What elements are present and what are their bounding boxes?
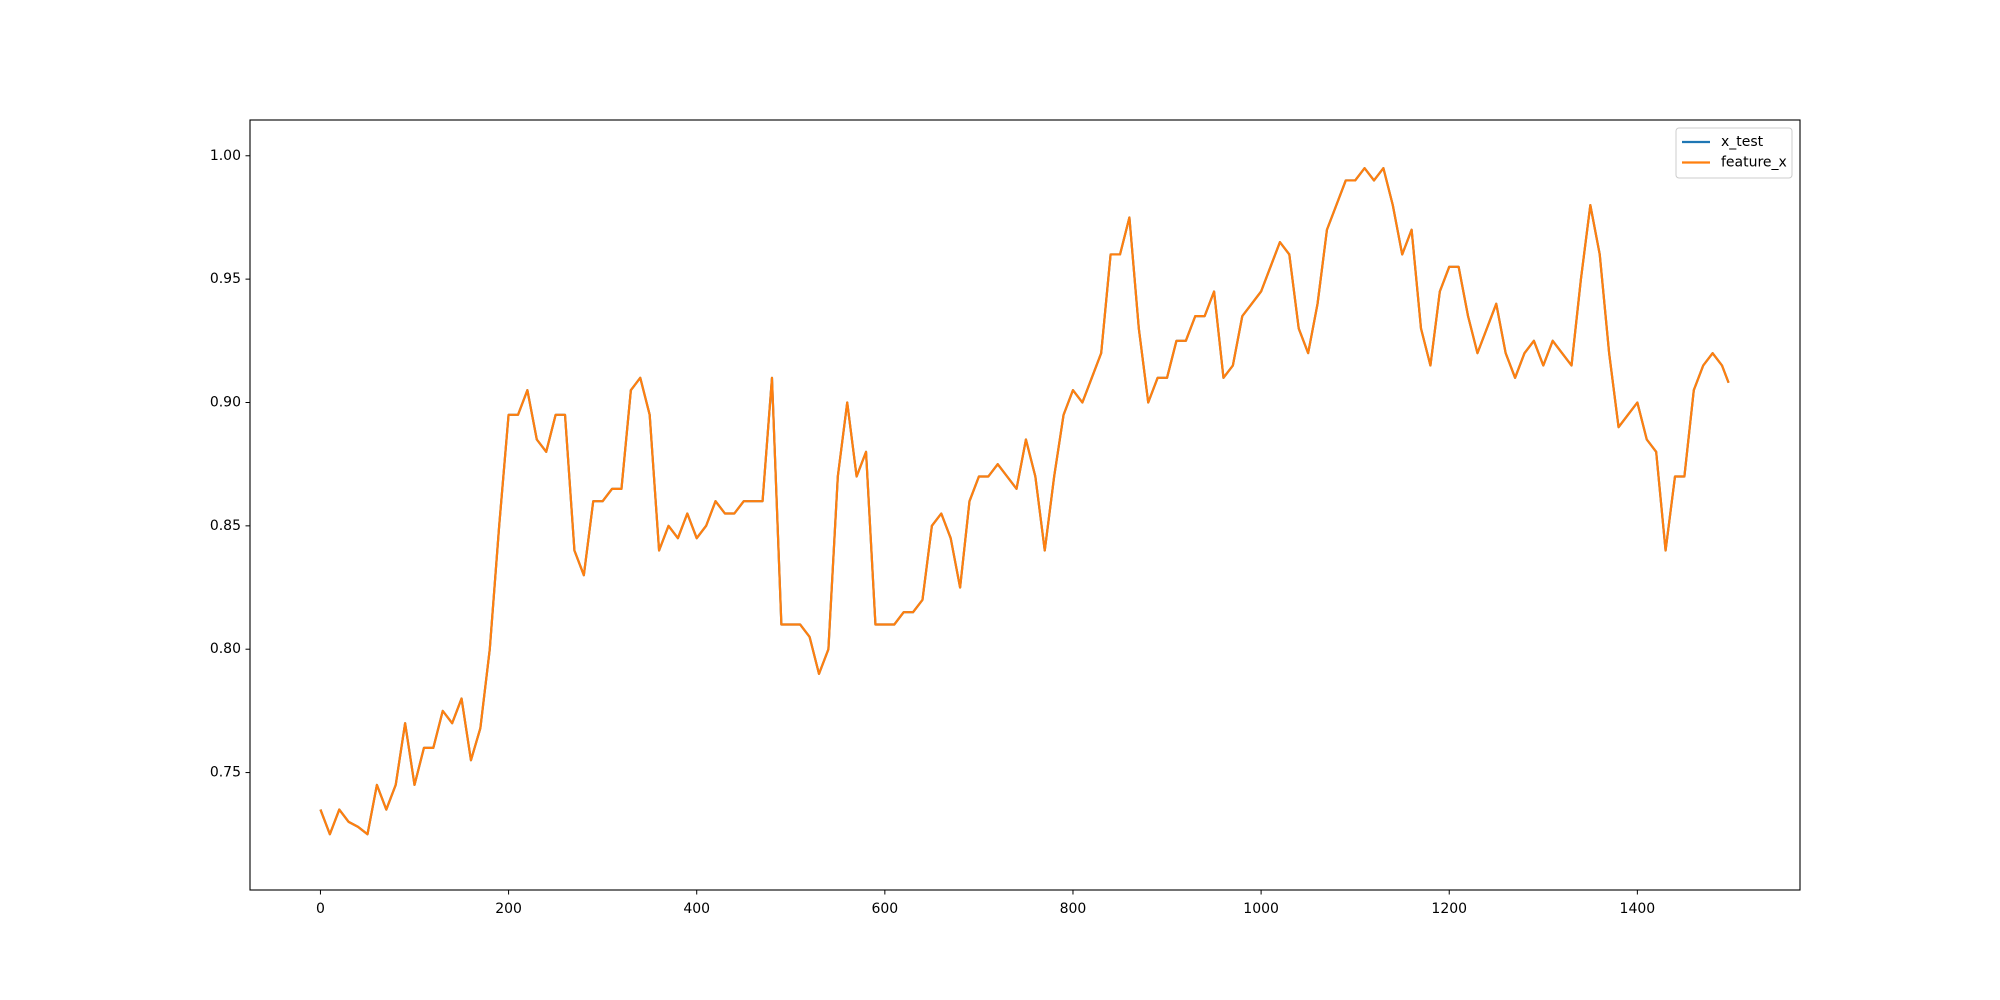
y-tick-label: 0.75 (210, 765, 241, 781)
y-tick-label: 0.80 (210, 641, 241, 657)
y-tick-label: 0.95 (210, 271, 241, 287)
x-tick-label: 400 (683, 901, 710, 917)
plot-frame (249, 119, 1801, 891)
y-tick-label: 0.90 (210, 394, 241, 410)
legend-label: feature_x (1721, 155, 1787, 171)
x-tick-label: 1400 (1620, 901, 1656, 917)
series-line (319, 167, 1730, 836)
legend-label: x_test (1721, 134, 1764, 150)
x-tick-label: 800 (1060, 901, 1087, 917)
x-tick-label: 600 (871, 901, 898, 917)
x-tick-label: 0 (316, 901, 325, 917)
legend-box (1675, 127, 1793, 179)
legend: x_test feature_x (1675, 127, 1793, 179)
x-tick-label: 1200 (1431, 901, 1467, 917)
y-tick-label: 0.85 (210, 518, 241, 534)
x-tick-label: 1000 (1243, 901, 1279, 917)
y-tick-label: 1.00 (210, 148, 241, 164)
x-tick-label: 200 (495, 901, 522, 917)
